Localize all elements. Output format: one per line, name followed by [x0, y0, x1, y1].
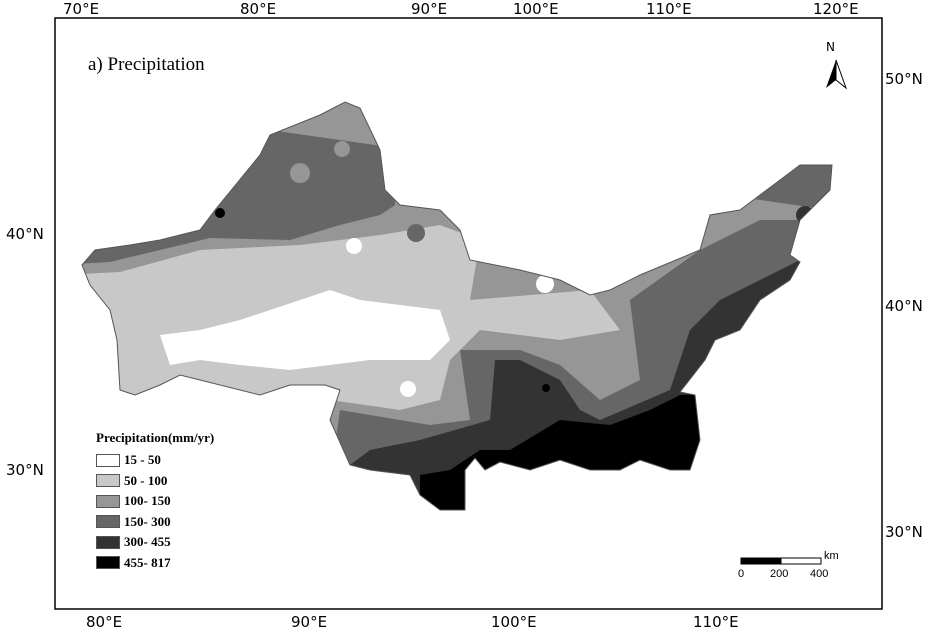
legend-swatch [96, 474, 120, 488]
lon-label-bottom: 110°E [693, 613, 739, 631]
legend-item: 50 - 100 [96, 471, 214, 492]
scale-bar [740, 557, 822, 565]
legend-item: 15 - 50 [96, 450, 214, 471]
legend-label: 150- 300 [124, 513, 171, 529]
legend-item: 150- 300 [96, 512, 214, 533]
legend-item: 455- 817 [96, 553, 214, 574]
legend-label: 50 - 100 [124, 472, 168, 488]
zone-15-50 [160, 290, 450, 370]
legend-swatch [96, 535, 120, 549]
lon-label-bottom: 80°E [86, 613, 123, 631]
scale-label: 400 [810, 568, 829, 580]
lon-label-top: 90°E [411, 0, 448, 18]
lon-label-top: 70°E [63, 0, 100, 18]
scale-label: 200 [770, 568, 789, 580]
lat-label-right: 30°N [885, 523, 923, 541]
legend-swatch [96, 453, 120, 467]
legend-swatch [96, 556, 120, 570]
legend-label: 100- 150 [124, 493, 171, 509]
lon-label-bottom: 100°E [491, 613, 537, 631]
map-title: a) Precipitation [88, 54, 205, 75]
lon-label-top: 100°E [513, 0, 559, 18]
legend-swatch [96, 494, 120, 508]
legend-item: 100- 150 [96, 491, 214, 512]
map-frame [54, 17, 883, 610]
legend: Precipitation(mm/yr) 15 - 50 50 - 100 100-… [96, 430, 214, 573]
scale-unit: km [824, 550, 839, 562]
lat-label-right: 40°N [885, 297, 923, 315]
scale-label: 0 [738, 568, 745, 580]
north-label: N [826, 40, 835, 54]
lon-label-top: 80°E [240, 0, 277, 18]
lon-label-top: 110°E [646, 0, 692, 18]
lon-label-bottom: 90°E [291, 613, 328, 631]
legend-swatch [96, 515, 120, 529]
lat-label-right: 50°N [885, 70, 923, 88]
lat-label-left: 40°N [6, 225, 44, 243]
lat-label-left: 30°N [6, 461, 44, 479]
legend-title: Precipitation(mm/yr) [96, 430, 215, 445]
legend-label: 455- 817 [124, 554, 171, 570]
legend-item: 300- 455 [96, 532, 214, 553]
north-arrow-icon [826, 59, 848, 90]
lon-label-top: 120°E [813, 0, 859, 18]
legend-label: 300- 455 [124, 534, 171, 550]
legend-label: 15 - 50 [124, 452, 161, 468]
